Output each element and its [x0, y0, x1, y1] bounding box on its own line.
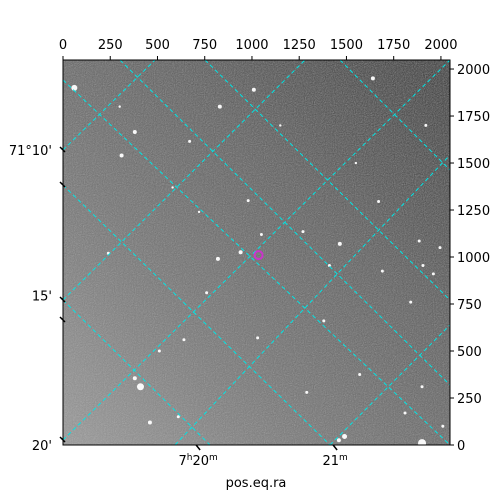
star-29 [420, 385, 424, 389]
dec-tick-label-1: 15' [32, 290, 52, 305]
right-tick-label-4: 1000 [457, 251, 490, 266]
grid-line-10 [329, 324, 450, 445]
dec-tick-2 [59, 296, 66, 303]
ra-axis: 7h20m 21m [178, 444, 348, 469]
star-8 [188, 139, 192, 143]
star-33 [336, 438, 341, 443]
top-tick-label-4: 1000 [235, 38, 268, 53]
star-20 [205, 291, 209, 295]
star-18 [421, 263, 425, 267]
star-4 [119, 153, 124, 158]
star-0 [71, 84, 78, 91]
star-5 [370, 76, 375, 81]
right-tick-label-3: 750 [457, 298, 482, 313]
star-11 [215, 256, 220, 261]
ra-tick-0 [195, 444, 201, 451]
coordinate-grid [63, 60, 450, 445]
star-3 [132, 129, 137, 134]
right-tick-label-5: 1250 [457, 204, 490, 219]
star-31 [176, 415, 180, 419]
star-9 [301, 230, 305, 234]
top-tick-label-3: 750 [192, 38, 217, 53]
dec-tick-label-2: 20' [32, 439, 52, 454]
star-7 [377, 200, 381, 204]
star-41 [354, 161, 358, 165]
plot-frame [62, 59, 451, 446]
image-panel [62, 59, 451, 446]
star-12 [337, 241, 342, 246]
grid-line-9 [174, 154, 450, 445]
right-y-axis: 0 250 500 750 1000 1250 1500 1750 2000 [450, 63, 490, 454]
right-tick-label-8: 2000 [457, 63, 490, 78]
ra-tick-label-1: 21m [322, 453, 347, 469]
stars-layer [71, 76, 445, 445]
grid-line-5 [339, 60, 450, 171]
target-marker [253, 250, 264, 261]
star-1 [217, 104, 222, 109]
dec-tick-1 [59, 181, 66, 188]
grid-line-8 [63, 60, 450, 441]
star-44 [118, 105, 121, 108]
star-27 [136, 383, 144, 391]
star-10 [238, 250, 243, 255]
grid-line-3 [204, 60, 450, 301]
star-17 [380, 269, 384, 273]
star-22 [409, 300, 413, 304]
dec-tick-label-0: 71°10' [9, 144, 52, 159]
top-tick-label-8: 2000 [424, 38, 457, 53]
top-tick-label-1: 250 [98, 38, 123, 53]
star-21 [322, 319, 326, 323]
dec-tick-0 [59, 146, 66, 153]
star-6 [424, 123, 428, 127]
ra-tick-1 [332, 444, 338, 451]
dec-axis: 71°10' 15' 20' [9, 144, 66, 454]
target-marker-layer [253, 250, 264, 261]
grid-line-4 [63, 79, 450, 445]
right-tick-label-2: 500 [457, 345, 482, 360]
x-axis-title: pos.eq.ra [226, 476, 287, 491]
top-tick-label-2: 500 [145, 38, 170, 53]
right-tick-label-1: 250 [457, 392, 482, 407]
top-tick-label-0: 0 [59, 38, 67, 53]
top-x-axis: 0 250 500 750 1000 1250 1500 1750 2000 [59, 38, 457, 60]
star-36 [441, 424, 445, 428]
grid-line-6 [63, 60, 156, 151]
dec-tick-3 [59, 316, 66, 323]
star-23 [256, 336, 260, 340]
star-34 [418, 439, 427, 445]
star-40 [171, 186, 174, 189]
star-2 [251, 87, 256, 92]
star-24 [182, 338, 186, 342]
ra-tick-label-0: 7h20m [178, 453, 217, 469]
star-15 [259, 232, 263, 236]
top-tick-label-5: 1250 [283, 38, 316, 53]
star-38 [305, 390, 309, 394]
top-tick-label-7: 1750 [377, 38, 410, 53]
star-14 [438, 246, 442, 250]
star-28 [358, 373, 362, 377]
star-42 [197, 210, 201, 214]
dec-tick-4 [59, 436, 66, 443]
grid-line-0 [63, 184, 331, 445]
star-13 [417, 239, 421, 243]
star-16 [327, 263, 331, 267]
star-19 [431, 272, 435, 276]
star-30 [147, 420, 152, 425]
star-43 [279, 124, 282, 127]
star-37 [246, 199, 250, 203]
star-26 [132, 376, 137, 381]
top-tick-label-6: 1500 [330, 38, 363, 53]
right-tick-label-6: 1500 [457, 157, 490, 172]
right-tick-label-0: 0 [457, 439, 465, 454]
star-35 [403, 411, 407, 415]
star-32 [342, 434, 348, 440]
grid-line-7 [63, 60, 306, 301]
star-25 [157, 349, 161, 353]
right-tick-label-7: 1750 [457, 110, 490, 125]
